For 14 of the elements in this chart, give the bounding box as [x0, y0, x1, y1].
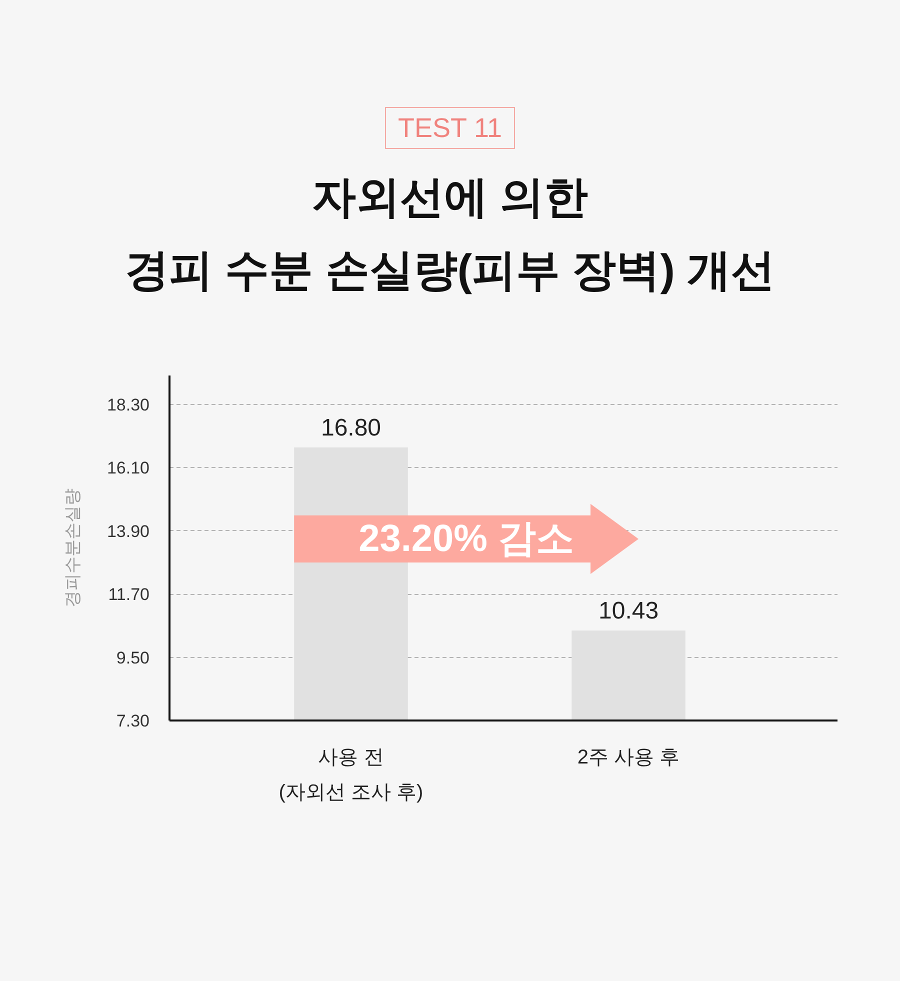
data-label: 10.43: [598, 598, 659, 625]
x-tick-label: 2주 사용 후: [577, 746, 680, 768]
x-tick-label: 사용 전 (자외선 조사 후): [278, 746, 424, 804]
y-tick-label: 16.10: [106, 458, 150, 478]
data-label: 16.80: [320, 414, 382, 442]
annotation: 23.20% 감소: [358, 518, 574, 560]
y-tick-label: 18.30: [106, 395, 150, 414]
y-tick-label: 9.50: [116, 648, 150, 668]
chart-subtitle: TEST 11: [384, 107, 516, 149]
y-tick-label: 11.70: [108, 585, 150, 604]
y-tick-label: 7.30: [116, 712, 150, 730]
y-tick-label: 13.90: [106, 522, 150, 541]
y-axis-title: 경피수분손실량: [62, 488, 82, 608]
chart-title: 자외선에 의한 경피 수분 손실량(피부 장벽) 개선: [124, 172, 776, 297]
